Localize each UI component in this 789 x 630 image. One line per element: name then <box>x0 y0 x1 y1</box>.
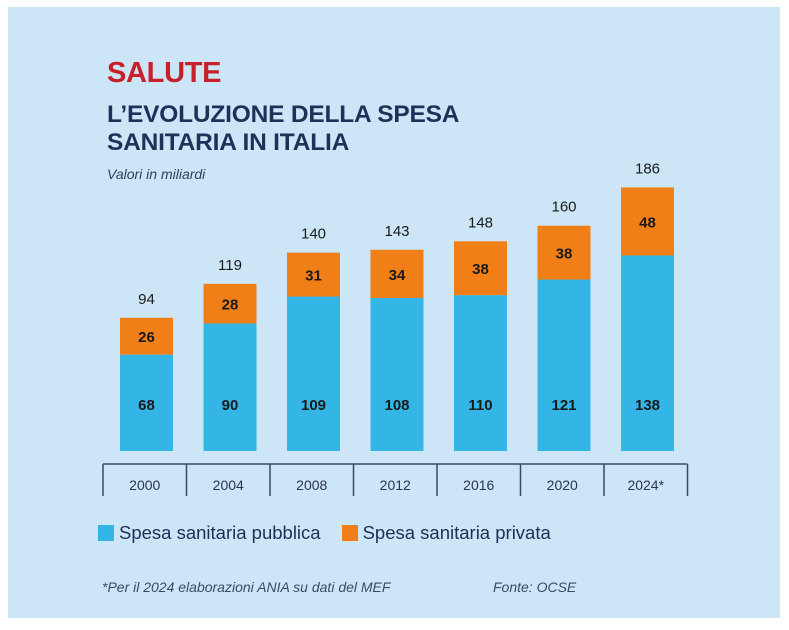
total-label-2004: 119 <box>218 257 242 274</box>
bar-public-2024 <box>621 255 674 451</box>
data-label-public-2020: 121 <box>551 397 576 414</box>
legend: Spesa sanitaria pubblica Spesa sanitaria… <box>98 520 572 546</box>
chart-title: L’EVOLUZIONE DELLA SPESA SANITARIA IN IT… <box>107 101 460 157</box>
data-label-private-2024: 48 <box>639 214 656 231</box>
total-label-2000: 94 <box>138 291 155 308</box>
bar-public-2004 <box>203 323 257 451</box>
x-tick-label-2024: 2024* <box>627 477 664 493</box>
total-label-2016: 148 <box>468 214 493 231</box>
chart-subtitle: Valori in miliardi <box>107 166 206 182</box>
bar-private-2012 <box>370 249 424 298</box>
bar-public-2008 <box>287 296 340 451</box>
x-tick-label-2004: 2004 <box>213 477 244 493</box>
data-label-private-2016: 38 <box>472 261 489 278</box>
x-tick-label-2012: 2012 <box>380 477 411 493</box>
total-label-2024: 186 <box>635 160 660 177</box>
total-label-2020: 160 <box>551 199 576 216</box>
bar-private-2016 <box>454 241 507 296</box>
bar-private-2004 <box>203 283 257 324</box>
section-kicker: SALUTE <box>107 57 222 89</box>
data-label-public-2024: 138 <box>635 397 660 414</box>
bar-private-2000 <box>120 317 173 355</box>
x-tick-label-2016: 2016 <box>463 477 494 493</box>
data-label-public-2000: 68 <box>138 397 155 414</box>
legend-label-public: Spesa sanitaria pubblica <box>119 522 321 543</box>
data-label-private-2000: 26 <box>138 329 155 346</box>
bar-public-2016 <box>454 295 507 451</box>
x-tick-label-2020: 2020 <box>547 477 578 493</box>
bar-private-2008 <box>287 252 340 297</box>
chart-title-line-2: SANITARIA IN ITALIA <box>107 129 350 156</box>
data-label-public-2008: 109 <box>301 397 326 414</box>
footnote: *Per il 2024 elaborazioni ANIA su dati d… <box>102 579 391 595</box>
legend-item-public: Spesa sanitaria pubblica <box>98 522 321 544</box>
bar-private-2024 <box>621 187 674 256</box>
total-label-2008: 140 <box>301 226 326 243</box>
data-label-private-2012: 34 <box>389 267 406 284</box>
data-label-private-2020: 38 <box>556 246 573 263</box>
legend-swatch-public <box>98 525 114 541</box>
x-tick-label-2008: 2008 <box>296 477 327 493</box>
total-label-2012: 143 <box>384 223 409 240</box>
bar-public-2000 <box>120 354 173 451</box>
bar-public-2012 <box>370 297 424 451</box>
data-label-public-2012: 108 <box>384 397 409 414</box>
data-label-public-2016: 110 <box>468 397 492 414</box>
data-label-private-2004: 28 <box>222 297 239 314</box>
x-tick-label-2000: 2000 <box>129 477 160 493</box>
bar-private-2020 <box>537 225 591 280</box>
source-credit: Fonte: OCSE <box>493 579 577 595</box>
bar-public-2020 <box>537 279 591 451</box>
legend-label-private: Spesa sanitaria privata <box>362 522 551 543</box>
legend-item-private: Spesa sanitaria privata <box>341 522 551 544</box>
data-label-private-2008: 31 <box>305 268 322 285</box>
data-label-public-2004: 90 <box>222 397 239 414</box>
legend-swatch-private <box>341 525 358 541</box>
chart-title-line-1: L’EVOLUZIONE DELLA SPESA <box>107 101 460 128</box>
